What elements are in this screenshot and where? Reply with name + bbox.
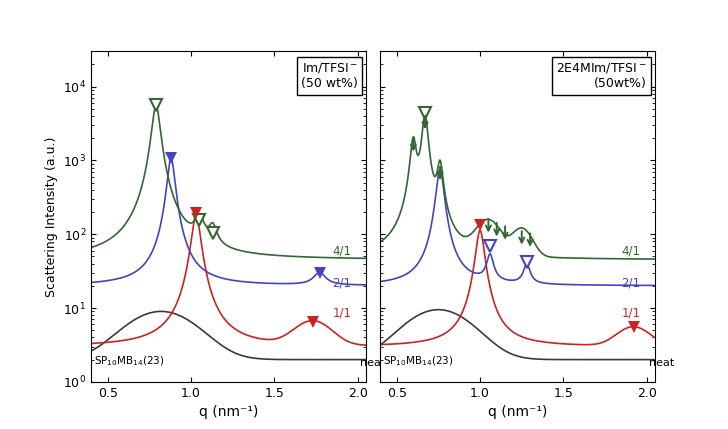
- Text: SP$_{10}$MB$_{14}$(23): SP$_{10}$MB$_{14}$(23): [95, 354, 165, 368]
- Text: 2/1: 2/1: [621, 276, 640, 289]
- Text: 4/1: 4/1: [332, 244, 351, 257]
- Text: 4/1: 4/1: [621, 244, 640, 257]
- Text: 2/1: 2/1: [332, 276, 351, 289]
- Y-axis label: Scattering Intensity (a.u.): Scattering Intensity (a.u.): [44, 136, 58, 297]
- Text: neat: neat: [360, 358, 385, 368]
- Text: Im/TFSI$^-$
(50 wt%): Im/TFSI$^-$ (50 wt%): [301, 61, 358, 91]
- Text: 1/1: 1/1: [332, 307, 351, 320]
- X-axis label: q (nm⁻¹): q (nm⁻¹): [488, 405, 547, 419]
- X-axis label: q (nm⁻¹): q (nm⁻¹): [199, 405, 258, 419]
- Text: 1/1: 1/1: [621, 307, 640, 320]
- Text: 2E4MIm/TFSI$^-$
(50wt%): 2E4MIm/TFSI$^-$ (50wt%): [556, 61, 647, 91]
- Text: SP$_{10}$MB$_{14}$(23): SP$_{10}$MB$_{14}$(23): [384, 354, 454, 368]
- Text: neat: neat: [649, 358, 674, 368]
